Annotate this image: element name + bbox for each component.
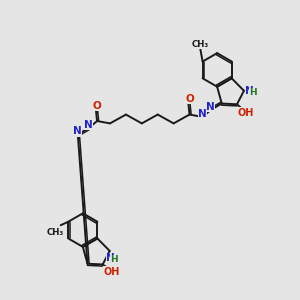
Text: N: N [73, 127, 82, 136]
Text: N: N [206, 102, 215, 112]
Text: N: N [245, 86, 254, 96]
Text: H: H [250, 88, 257, 97]
Text: CH₃: CH₃ [46, 228, 63, 237]
Text: N: N [106, 253, 115, 263]
Text: N: N [198, 109, 207, 119]
Text: OH: OH [103, 266, 120, 277]
Text: OH: OH [237, 107, 253, 118]
Text: H: H [111, 255, 118, 264]
Text: O: O [185, 94, 194, 104]
Text: N: N [84, 120, 93, 130]
Text: CH₃: CH₃ [192, 40, 209, 49]
Text: O: O [93, 101, 101, 111]
